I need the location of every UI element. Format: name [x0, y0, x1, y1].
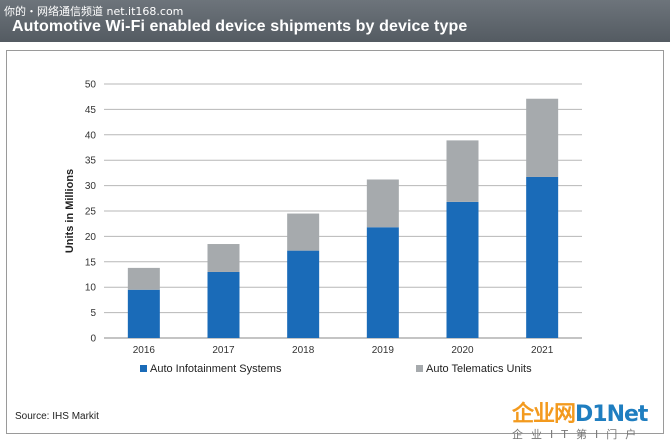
- logo-text-b: D1Net: [575, 402, 648, 427]
- bar-telematics: [207, 244, 240, 272]
- y-tick-label: 30: [85, 181, 97, 192]
- bar-infotainment: [127, 289, 160, 338]
- y-tick-label: 40: [85, 130, 97, 141]
- logo-sub-char: 业: [531, 428, 548, 441]
- y-tick-label: 0: [90, 334, 96, 345]
- bar-telematics: [127, 267, 160, 290]
- logo-main-text: 企业网D1Net: [512, 396, 648, 428]
- legend-swatch-telematics: [416, 365, 423, 372]
- logo-sub-char: T: [561, 428, 574, 441]
- bar-infotainment: [446, 201, 479, 338]
- logo-sub-char: I: [550, 428, 560, 441]
- bar-infotainment: [366, 227, 399, 338]
- bar-telematics: [446, 140, 479, 202]
- bar-infotainment: [207, 271, 240, 338]
- y-tick-label: 15: [85, 257, 97, 268]
- logo-sub-char: 第: [575, 428, 593, 441]
- legend-label: Auto Telematics Units: [426, 363, 532, 375]
- y-tick-label: 35: [85, 156, 97, 167]
- legend-label: Auto Infotainment Systems: [150, 363, 282, 375]
- bar-telematics: [526, 98, 559, 177]
- y-tick-label: 45: [85, 105, 97, 116]
- bar-infotainment: [287, 250, 320, 338]
- y-axis-label: Units in Millions: [64, 169, 76, 253]
- x-tick-label: 2018: [292, 345, 315, 356]
- legend-swatch-infotainment: [140, 365, 147, 372]
- x-tick-label: 2021: [531, 345, 554, 356]
- x-tick-label: 2019: [372, 345, 395, 356]
- bar-telematics: [366, 179, 399, 228]
- x-tick-label: 2016: [133, 345, 156, 356]
- logo-sub-char: 户: [625, 428, 643, 441]
- logo-sub-char: 门: [606, 428, 624, 441]
- watermark-text: 你的・网络通信频道 net.it168.com: [4, 5, 184, 18]
- logo-sub-char: 企: [512, 428, 529, 441]
- y-tick-label: 10: [85, 283, 97, 294]
- bar-infotainment: [526, 176, 559, 338]
- chart-title: Automotive Wi-Fi enabled device shipment…: [12, 18, 468, 35]
- y-tick-label: 5: [90, 308, 96, 319]
- x-tick-label: 2020: [451, 345, 474, 356]
- logo-text-a: 企业网: [512, 402, 576, 427]
- y-tick-label: 20: [85, 232, 97, 243]
- logo-sub-char: I: [594, 428, 605, 441]
- title-bar: Automotive Wi-Fi enabled device shipment…: [0, 0, 670, 42]
- y-tick-label: 25: [85, 207, 97, 218]
- y-tick-label: 50: [85, 80, 97, 91]
- bar-telematics: [287, 213, 320, 251]
- source-note: Source: IHS Markit: [15, 411, 99, 422]
- x-tick-label: 2017: [212, 345, 235, 356]
